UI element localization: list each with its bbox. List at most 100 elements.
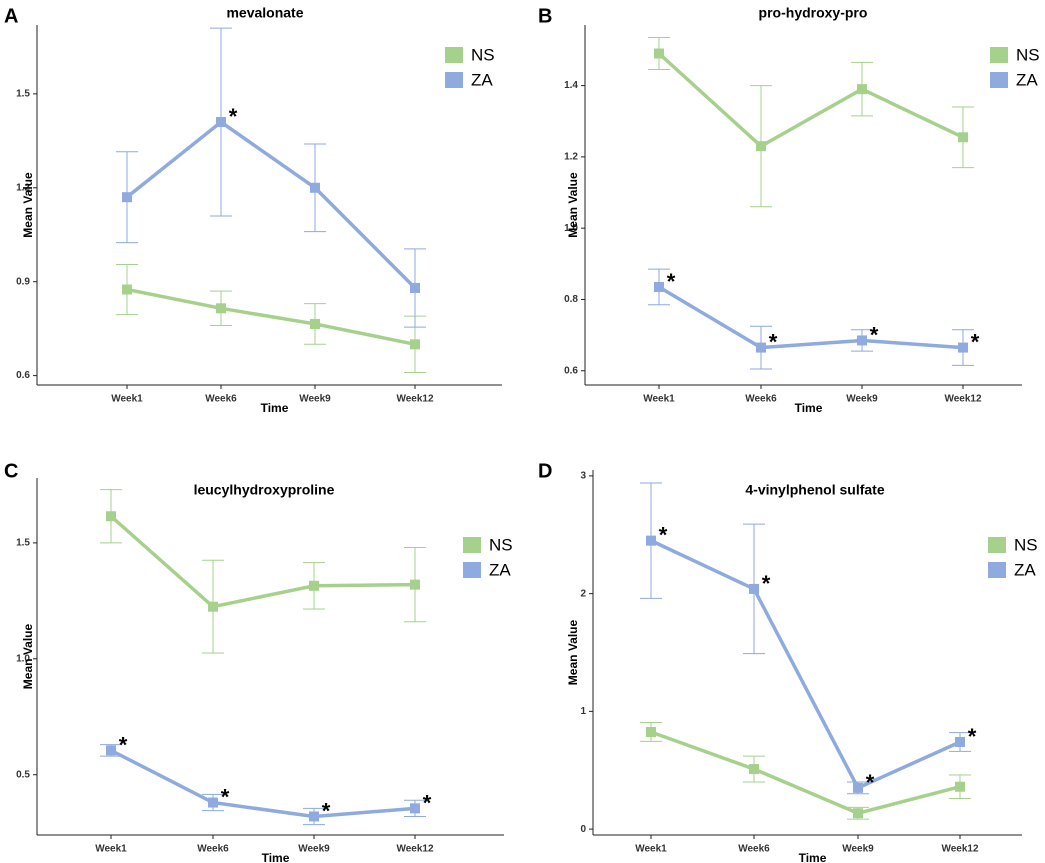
y-tick-label: 0: [580, 824, 586, 835]
panel-letter: A: [4, 5, 18, 27]
x-axis-label: Time: [261, 401, 289, 415]
x-tick-label: Week9: [299, 394, 331, 405]
data-point: [749, 583, 759, 594]
legend-swatch-za: [988, 562, 1006, 578]
data-point: [410, 282, 420, 293]
y-axis-label: Mean Value: [21, 624, 35, 690]
x-tick-label: Week6: [197, 844, 229, 855]
series-ns: [640, 722, 971, 820]
significance-star: *: [870, 322, 879, 347]
y-axis-label: Mean Value: [566, 172, 580, 238]
x-tick-label: Week6: [745, 394, 777, 405]
y-tick-label: 0.6: [564, 365, 578, 376]
data-point: [646, 535, 656, 546]
series-za: *: [116, 27, 426, 328]
legend-label: ZA: [489, 560, 511, 579]
data-point: [955, 781, 965, 792]
x-tick-label: Week9: [298, 844, 330, 855]
data-point: [756, 141, 766, 152]
y-tick-label: 0.6: [16, 370, 30, 381]
data-point: [654, 48, 664, 59]
legend-label: ZA: [471, 70, 493, 89]
data-point: [216, 117, 226, 128]
legend-swatch-za: [990, 72, 1008, 88]
y-tick-label: 1.0: [16, 653, 30, 664]
data-point: [654, 281, 664, 292]
significance-star: *: [229, 104, 238, 129]
significance-star: *: [322, 798, 331, 823]
significance-star: *: [971, 330, 980, 355]
y-tick-label: 3: [580, 471, 586, 482]
legend-label: ZA: [1014, 560, 1036, 579]
data-point: [958, 342, 968, 353]
legend-label: NS: [471, 45, 495, 64]
x-tick-label: Week12: [941, 844, 979, 855]
panel-letter: B: [538, 5, 552, 27]
significance-star: *: [968, 724, 977, 749]
y-tick-label: 1.4: [564, 80, 578, 91]
series-ns: [648, 36, 974, 208]
x-tick-label: Week1: [635, 844, 667, 855]
x-tick-label: Week1: [95, 844, 127, 855]
x-axis-label: Time: [795, 401, 823, 415]
legend-swatch-ns: [988, 537, 1006, 553]
significance-star: *: [762, 571, 771, 596]
data-point: [310, 182, 320, 193]
chart-title: leucylhydroxyproline: [194, 482, 335, 498]
chart-title: 4-vinylphenol sulfate: [745, 482, 884, 498]
data-point: [216, 303, 226, 314]
series-ns: [100, 489, 426, 654]
data-point: [955, 736, 965, 747]
data-point: [958, 132, 968, 143]
data-point: [410, 579, 420, 590]
series-line: [650, 539, 961, 790]
y-tick-label: 1.0: [564, 223, 578, 234]
legend-swatch-ns: [463, 537, 481, 553]
significance-star: *: [221, 785, 230, 810]
significance-star: *: [423, 790, 432, 815]
significance-star: *: [769, 330, 778, 355]
x-axis-label: Time: [799, 851, 827, 863]
series-za: * * * *: [640, 482, 977, 795]
significance-star: *: [667, 269, 676, 294]
x-tick-label: Week1: [111, 394, 143, 405]
x-tick-label: Week6: [205, 394, 237, 405]
data-point: [749, 764, 759, 775]
legend-swatch-ns: [990, 47, 1008, 63]
series-line: [650, 730, 961, 815]
significance-star: *: [866, 770, 875, 795]
x-axis-label: Time: [262, 851, 290, 863]
legend-swatch-za: [445, 72, 463, 88]
data-point: [122, 192, 132, 203]
x-tick-label: Week6: [738, 844, 770, 855]
series-za: * * * *: [648, 268, 980, 370]
data-point: [853, 782, 863, 793]
y-tick-label: 1: [580, 706, 586, 717]
data-point: [857, 84, 867, 95]
y-tick-label: 2: [580, 588, 586, 599]
data-point: [756, 342, 766, 353]
y-axis-label: Mean Value: [21, 172, 35, 238]
series-za: * * * *: [100, 732, 432, 826]
x-tick-label: Week9: [842, 844, 874, 855]
data-point: [309, 811, 319, 822]
data-point: [646, 726, 656, 737]
y-tick-label: 1.2: [564, 152, 578, 163]
significance-star: *: [659, 523, 668, 548]
data-point: [310, 318, 320, 329]
chart-title: mevalonate: [226, 5, 303, 21]
data-point: [410, 339, 420, 350]
series-line: [658, 285, 964, 350]
series-line: [110, 748, 416, 819]
data-point: [122, 284, 132, 295]
y-tick-label: 0.9: [16, 276, 30, 287]
x-tick-label: Week9: [846, 394, 878, 405]
data-point: [106, 511, 116, 522]
significance-star: *: [119, 732, 128, 757]
y-tick-label: 1.5: [16, 538, 30, 549]
legend-swatch-za: [463, 562, 481, 578]
legend-label: NS: [1014, 535, 1038, 554]
